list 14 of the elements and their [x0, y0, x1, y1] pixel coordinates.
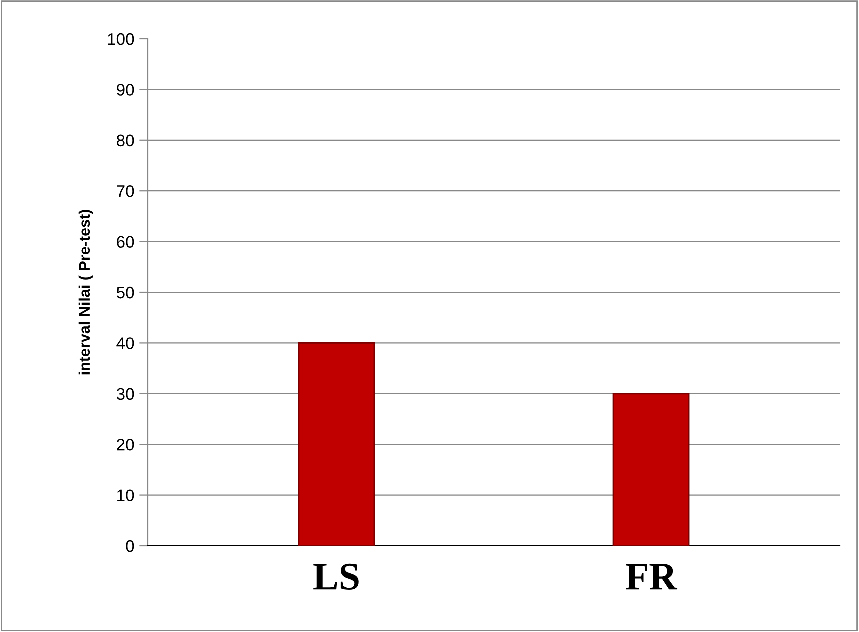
x-tick-label: LS [314, 564, 359, 590]
y-tick-label: 100 [108, 33, 134, 46]
y-tick-label: 20 [117, 439, 134, 451]
y-tick-label: 80 [116, 134, 134, 147]
y-tick-label: 70 [117, 186, 134, 198]
y-tick-label: 40 [116, 338, 134, 350]
y-tick-label: 0 [126, 540, 134, 552]
y-tick-label: 60 [117, 236, 134, 248]
y-tick-label: 10 [118, 490, 134, 502]
x-tick-label: FR [626, 564, 678, 590]
y-axis-title: interval Nilai ( Pre-test) [78, 210, 94, 375]
y-tick-label: 90 [117, 84, 134, 96]
y-tick-label: 50 [116, 286, 134, 299]
y-tick-label: 30 [116, 388, 134, 400]
